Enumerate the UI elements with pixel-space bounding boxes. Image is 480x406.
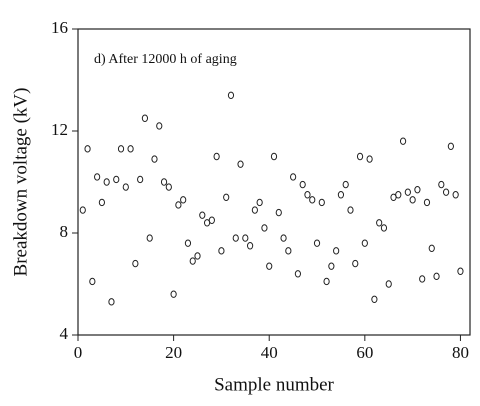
point <box>337 191 345 199</box>
point <box>309 196 316 204</box>
point <box>146 234 153 242</box>
x-tick-label: 60 <box>356 343 373 362</box>
point <box>165 183 172 191</box>
point <box>304 191 311 199</box>
y-axis-title: Breakdown voltage (kV) <box>10 88 31 277</box>
y-tick-label: 8 <box>60 222 69 241</box>
point <box>237 160 244 168</box>
point <box>342 180 349 189</box>
point <box>438 180 445 189</box>
point <box>122 183 129 191</box>
point <box>318 198 325 207</box>
point <box>428 244 435 253</box>
point <box>285 247 292 255</box>
point <box>208 216 215 224</box>
point <box>347 206 354 214</box>
point <box>194 252 201 260</box>
point <box>352 259 359 268</box>
y-tick-label: 12 <box>51 120 68 139</box>
x-tick-label: 80 <box>452 343 469 362</box>
point <box>452 191 459 199</box>
point <box>275 208 282 217</box>
point <box>246 242 254 250</box>
point <box>323 277 330 286</box>
point <box>189 257 196 265</box>
point <box>184 239 192 247</box>
point <box>404 188 411 196</box>
point <box>328 262 335 270</box>
point <box>127 145 134 153</box>
point <box>113 175 120 184</box>
point <box>242 234 249 242</box>
point <box>385 280 392 288</box>
point <box>333 247 340 255</box>
point <box>141 114 149 122</box>
point <box>137 175 144 184</box>
point <box>108 298 115 306</box>
point <box>423 198 431 207</box>
point <box>251 206 258 214</box>
point <box>409 196 416 204</box>
point <box>160 178 168 186</box>
point <box>79 206 86 214</box>
point <box>280 234 287 242</box>
point <box>132 259 139 268</box>
point <box>117 145 125 153</box>
point <box>261 224 268 232</box>
point <box>294 270 302 278</box>
point <box>89 277 96 286</box>
point <box>84 145 91 153</box>
point <box>151 155 158 163</box>
point <box>361 239 368 247</box>
point <box>94 173 101 181</box>
point <box>175 201 182 209</box>
point <box>299 180 306 189</box>
point <box>266 262 273 270</box>
point <box>213 152 220 161</box>
point <box>199 211 206 219</box>
point <box>457 267 464 275</box>
point <box>270 152 278 161</box>
y-tick-label: 16 <box>51 18 68 37</box>
point <box>232 234 239 242</box>
point <box>442 188 450 196</box>
point <box>223 193 230 202</box>
point <box>399 137 407 145</box>
x-tick-label: 40 <box>261 343 278 362</box>
point <box>170 290 177 298</box>
x-tick-label: 0 <box>74 343 83 362</box>
point <box>376 219 383 227</box>
point <box>256 198 263 207</box>
point <box>371 295 378 303</box>
point <box>419 275 426 283</box>
point <box>180 196 187 204</box>
point <box>433 272 440 281</box>
point <box>414 185 421 194</box>
point <box>227 91 235 100</box>
point <box>380 224 388 232</box>
x-tick-label: 20 <box>165 343 182 362</box>
point <box>356 152 364 161</box>
point <box>103 178 110 186</box>
plot-frame <box>77 28 471 336</box>
x-axis-title: Sample number <box>214 374 334 395</box>
y-tick-label: 4 <box>60 324 69 343</box>
point <box>98 198 106 207</box>
point <box>156 122 163 130</box>
point <box>366 155 373 163</box>
point <box>447 142 454 151</box>
point <box>313 239 321 247</box>
annotation: d) After 12000 h of aging <box>94 52 237 67</box>
point <box>395 191 402 199</box>
point <box>218 247 225 255</box>
point <box>290 173 297 181</box>
